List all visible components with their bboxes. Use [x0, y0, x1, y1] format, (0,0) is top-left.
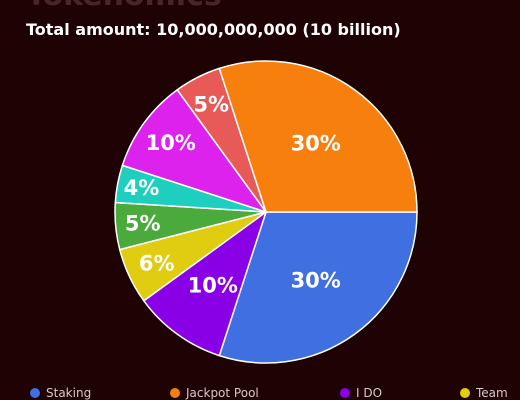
chart-subtitle: Total amount: 10,000,000,000 (10 billion…	[26, 20, 401, 39]
legend-label: Staking	[46, 386, 92, 400]
legend-swatch	[340, 388, 350, 398]
legend-item: I DO	[340, 386, 382, 400]
slice-label-5: 10%	[146, 131, 196, 155]
slice-label-6: 5%	[193, 92, 229, 116]
legend-item: Staking	[30, 386, 91, 400]
legend-item: Jackpot Pool	[170, 386, 259, 400]
slice-label-2: 6%	[139, 251, 175, 275]
pie-slice-0	[218, 211, 418, 364]
slice-label-7: 30%	[291, 132, 341, 156]
legend-item: Team	[460, 386, 508, 400]
slice-label-0: 30%	[291, 268, 341, 292]
pie-slice-7	[218, 60, 418, 213]
pie-slice-5	[121, 88, 268, 214]
legend-label: Jackpot Pool	[186, 386, 259, 400]
slice-label-1: 10%	[188, 273, 238, 297]
legend-label: Team	[476, 386, 508, 400]
legend-swatch	[170, 388, 180, 398]
slice-label-4: 4%	[124, 176, 160, 200]
pie-slice-1	[142, 210, 268, 357]
legend-swatch	[30, 388, 40, 398]
page-title: Tokenomics	[26, 0, 222, 13]
slice-label-3: 5%	[125, 212, 161, 236]
legend-swatch	[460, 388, 470, 398]
legend-label: I DO	[356, 386, 383, 400]
